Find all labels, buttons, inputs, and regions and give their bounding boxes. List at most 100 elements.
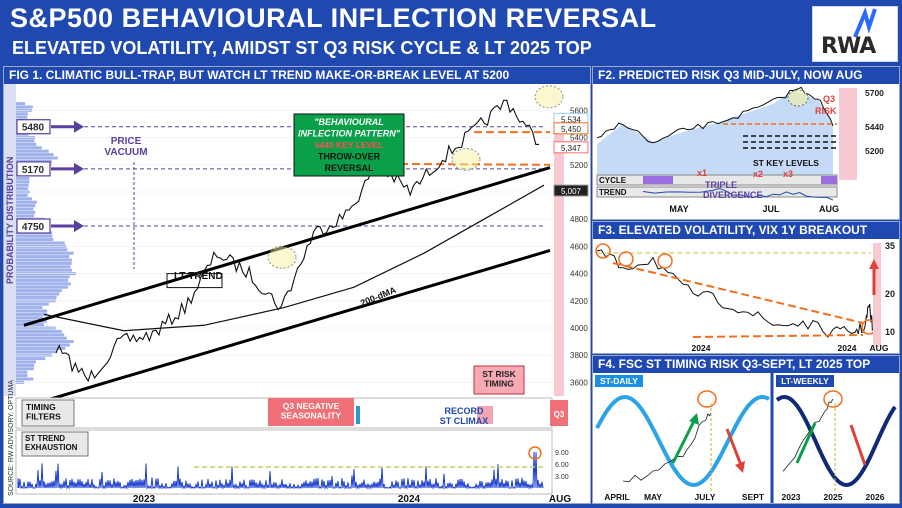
volume-profile-bar <box>16 115 28 119</box>
ylabel-strip <box>4 84 16 396</box>
right-axis-tick: 3800 <box>570 351 588 360</box>
f4-st-daily-label: ST-DAILY <box>600 376 638 386</box>
price-tag-box <box>553 184 589 197</box>
f2-risk-label: RISK <box>815 106 837 116</box>
volume-profile-bar <box>16 149 49 153</box>
volume-profile-bar <box>16 282 71 286</box>
x-label-2024: 2024 <box>398 494 421 503</box>
level-arrow-head <box>74 220 84 232</box>
f4-st-x-label: SEPT <box>742 492 765 502</box>
f4-st-x-label: JULY <box>695 492 716 502</box>
volume-profile-bar <box>16 357 46 361</box>
source-note: SOURCE: RW ADVISORY, OPTUMA <box>8 380 15 496</box>
f2-key-levels-label: ST KEY LEVELS <box>753 158 819 168</box>
f3-title: F3. ELEVATED VOLATILITY, VIX 1Y BREAKOUT <box>593 222 899 239</box>
right-axis-tick: 4200 <box>570 297 588 306</box>
exhaustion-oscillator <box>17 451 544 490</box>
volume-profile-bar <box>16 146 42 150</box>
f3-y-tick: 20 <box>885 289 895 299</box>
volume-profile-bar <box>16 289 62 293</box>
f4-lt-x-label: 2026 <box>866 492 885 502</box>
f4-st-daily-box <box>595 375 643 387</box>
record-climax-label: RECORD ST CLIMAX <box>440 406 489 426</box>
volume-profile-bar <box>16 142 37 146</box>
q3-seasonality-box <box>268 398 354 426</box>
price-tag: 5,534 <box>561 115 582 124</box>
f2-cycle-bar <box>643 176 673 184</box>
f2-divergence-mark: x3 <box>783 169 793 179</box>
volume-profile-bar <box>16 333 65 337</box>
volume-profile-bar <box>16 258 73 262</box>
volume-profile-bar <box>16 197 32 201</box>
f4-lt-top-circle <box>823 390 843 408</box>
f2-y-tick: 5200 <box>865 146 884 156</box>
rwa-logo: RWA <box>812 6 898 62</box>
highlight-circle <box>267 245 297 269</box>
pattern-box-line: REVERSAL <box>324 163 374 173</box>
f2-cycle-bar-2 <box>821 176 837 184</box>
fig1-panel: FIG 1. CLIMATIC BULL-TRAP, BUT WATCH LT … <box>3 66 591 504</box>
volume-profile-bar <box>16 336 67 340</box>
f3-highlight-circle <box>595 243 611 259</box>
f4-lt-x-label: 2023 <box>782 492 801 502</box>
q3-tag: Q3 <box>554 410 565 419</box>
q3-seasonality-label: Q3 NEGATIVE SEASONALITY <box>281 401 342 421</box>
level-arrow-head <box>74 162 84 175</box>
f3-highlight-circle <box>657 253 673 269</box>
volume-profile-bar <box>16 176 30 180</box>
volume-profile-bar <box>16 207 34 211</box>
level-box <box>16 161 51 177</box>
f2-triple-label: TRIPLE <box>705 180 737 190</box>
volume-profile-bar <box>16 278 68 282</box>
timing-filters-label: TIMING FILTERS <box>26 402 61 422</box>
f3-x-label: AUG <box>870 343 889 353</box>
ma-200-line <box>43 184 545 332</box>
volume-profile-bar <box>16 302 49 306</box>
volume-profile-bar <box>16 360 36 364</box>
f4-bg <box>593 373 899 503</box>
level-label: 5480 <box>22 123 45 134</box>
f4-st-red-arrowhead <box>735 461 745 473</box>
timing-filters-box <box>21 399 75 427</box>
lt-trend-upper <box>23 166 551 327</box>
lt-trend-label-box <box>166 273 223 289</box>
f4-st-x-label: APRIL <box>604 492 630 502</box>
f4-lt-red-arrow <box>849 424 867 466</box>
f4-st-green-arrow <box>671 418 697 464</box>
volume-profile-bar <box>16 183 29 187</box>
volume-profile-bar <box>16 370 28 374</box>
volume-profile-bar <box>16 268 73 272</box>
volume-profile-bar <box>16 340 74 344</box>
volume-profile-bar <box>16 255 70 259</box>
osc-axis-tick: 9.00 <box>555 450 569 457</box>
f2-panel: F2. PREDICTED RISK Q3 MID-JULY, NOW AUG … <box>592 66 900 220</box>
st-trend-label: ST TREND EXHAUSTION <box>25 434 78 452</box>
pattern-box-line: THROW-OVER <box>318 152 381 162</box>
right-axis-tick: 3600 <box>570 378 588 387</box>
highlight-circle <box>534 85 564 109</box>
right-axis-tick: 4800 <box>570 215 588 224</box>
f3-chart: 35 20 10 2024 2024 AUG <box>593 239 899 353</box>
f2-x-label: MAY <box>669 204 688 214</box>
price-tag: 5,347 <box>561 144 582 153</box>
volume-profile-bar <box>16 156 58 160</box>
price-vacuum-label: PRICE VACUUM <box>104 136 147 158</box>
f4-st-green-arrowhead <box>689 413 699 425</box>
pattern-box-line: INFLECTION PATTERN" <box>298 129 401 139</box>
main-title: S&P500 BEHAVIOURAL INFLECTION REVERSAL <box>10 3 657 33</box>
osc-axis-tick: 6.00 <box>555 462 569 469</box>
lt-trend-lower <box>23 249 551 409</box>
right-axis-tick: 5200 <box>570 161 588 170</box>
pattern-box-line: "BEHAVIOURAL <box>314 117 384 127</box>
price-tag-box <box>553 122 589 135</box>
price-tag: 5,007 <box>561 187 582 196</box>
volume-profile-bar <box>16 200 37 204</box>
volume-profile-bar <box>16 214 34 218</box>
volume-profile-bar <box>16 238 54 242</box>
f4-lt-green-arrow <box>795 422 817 464</box>
volume-profile-bar <box>16 234 53 238</box>
f3-risk-strip <box>873 243 881 347</box>
level-box <box>16 119 51 135</box>
x-label-aug: AUG <box>549 494 571 503</box>
